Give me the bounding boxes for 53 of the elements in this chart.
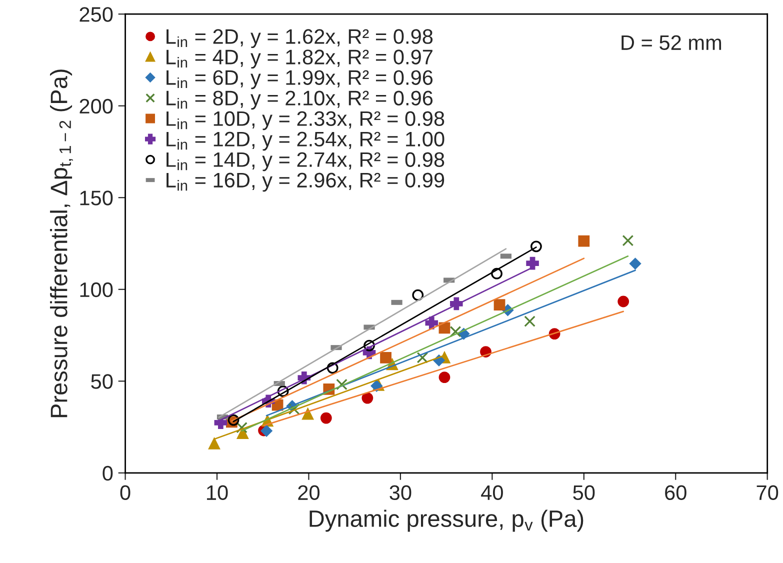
point: [288, 403, 300, 415]
point: [438, 322, 450, 334]
annotation: D = 52 mm: [622, 35, 722, 50]
x-tick-label: 50: [573, 485, 595, 500]
y-tick-label: 0: [102, 466, 113, 481]
point: [526, 256, 539, 270]
legend-label: L$_{in}$ = 10D, y = 2.33x, R² = 0.98: [166, 111, 444, 130]
x-tick-label: 60: [665, 485, 686, 500]
legend-label: L$_{in}$ = 8D, y = 2.10x, R² = 0.96: [166, 90, 433, 110]
point: [578, 235, 590, 247]
point: [618, 296, 630, 308]
x-axis-title: Dynamic pressure, p$_{v}$ (Pa): [310, 510, 584, 532]
point: [425, 316, 438, 330]
point: [277, 386, 289, 397]
point: [491, 268, 502, 280]
y-tick-label: 100: [80, 282, 113, 298]
legend-label: L$_{in}$ = 12D, y = 2.54x, R² = 1.00: [166, 132, 444, 151]
legend-label: L$_{in}$ = 6D, y = 1.99x, R² = 0.96: [166, 70, 433, 90]
x-tick-label: 70: [756, 485, 778, 500]
x-tick-label: 0: [120, 485, 130, 500]
y-tick-label: 250: [80, 7, 113, 22]
x-tick-label: 40: [481, 485, 503, 500]
y-axis-title: Pressure differential, Δp$_{t,1−2}$ (Pa): [50, 70, 73, 418]
legend-label: L$_{in}$ = 2D, y = 1.62x, R² = 0.98: [166, 29, 433, 48]
point: [208, 438, 220, 450]
x-tick-label: 30: [390, 485, 412, 500]
point: [530, 240, 542, 252]
point: [380, 352, 392, 364]
y-tick-label: 150: [80, 190, 113, 206]
point: [260, 425, 272, 437]
point: [326, 362, 338, 374]
legend-label: L$_{in}$ = 4D, y = 1.82x, R² = 0.97: [166, 50, 432, 69]
point: [412, 289, 424, 301]
legend-label: L$_{in}$ = 16D, y = 2.96x, R² = 0.99: [166, 172, 444, 192]
point: [494, 299, 506, 310]
point: [362, 392, 374, 404]
point: [320, 412, 332, 424]
x-tick-label: 10: [207, 485, 228, 500]
point: [236, 422, 248, 434]
legend-label: L$_{in}$ = 14D, y = 2.74x, R² = 0.98: [166, 152, 444, 172]
point: [302, 408, 314, 420]
y-tick-label: 50: [91, 374, 113, 389]
point: [336, 378, 348, 390]
point: [524, 316, 536, 328]
point: [438, 372, 450, 383]
point: [622, 234, 634, 246]
point: [236, 428, 248, 439]
point: [416, 352, 428, 364]
point: [630, 258, 642, 270]
y-tick-label: 200: [80, 98, 113, 114]
point: [450, 326, 462, 338]
x-tick-label: 20: [298, 485, 320, 500]
point: [364, 340, 375, 352]
